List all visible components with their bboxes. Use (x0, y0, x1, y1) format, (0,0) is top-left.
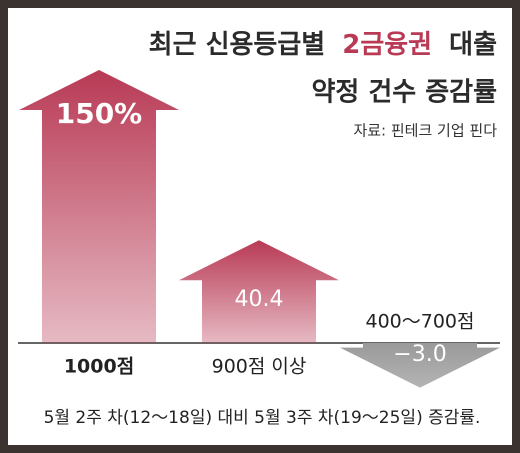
arrow-bar (179, 240, 339, 343)
value-label: 40.4 (235, 287, 284, 312)
arrow-bar (340, 343, 500, 388)
chart-title: 최근 신용등급별 2금융권 대출 (149, 30, 497, 60)
note: 5월 2주 차(12～18일) 대비 5월 3주 차(19～25일) 증감률. (44, 408, 481, 428)
title-part: 대출 (449, 30, 497, 60)
category-label: 900점 이상 (212, 356, 307, 378)
title-part: 최근 신용등급별 (149, 30, 326, 60)
value-label: 150% (56, 97, 143, 130)
arrow-bar (19, 70, 179, 343)
value-label: −3.0 (393, 342, 446, 367)
category-label: 400～700점 (365, 311, 474, 333)
source: 자료: 핀테크 기업 핀다 (353, 122, 497, 140)
chart-title-line2: 약정 건수 증감률 (311, 78, 497, 108)
title-highlight: 2금융권 (342, 30, 432, 60)
category-label: 1000점 (64, 356, 134, 378)
